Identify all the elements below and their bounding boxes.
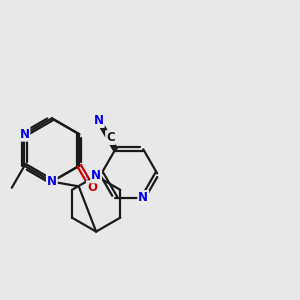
Text: N: N: [94, 114, 104, 127]
Text: O: O: [87, 181, 97, 194]
Text: N: N: [47, 175, 57, 188]
Text: C: C: [106, 131, 115, 144]
Text: N: N: [138, 191, 148, 204]
Text: N: N: [91, 169, 101, 182]
Text: N: N: [20, 128, 29, 141]
